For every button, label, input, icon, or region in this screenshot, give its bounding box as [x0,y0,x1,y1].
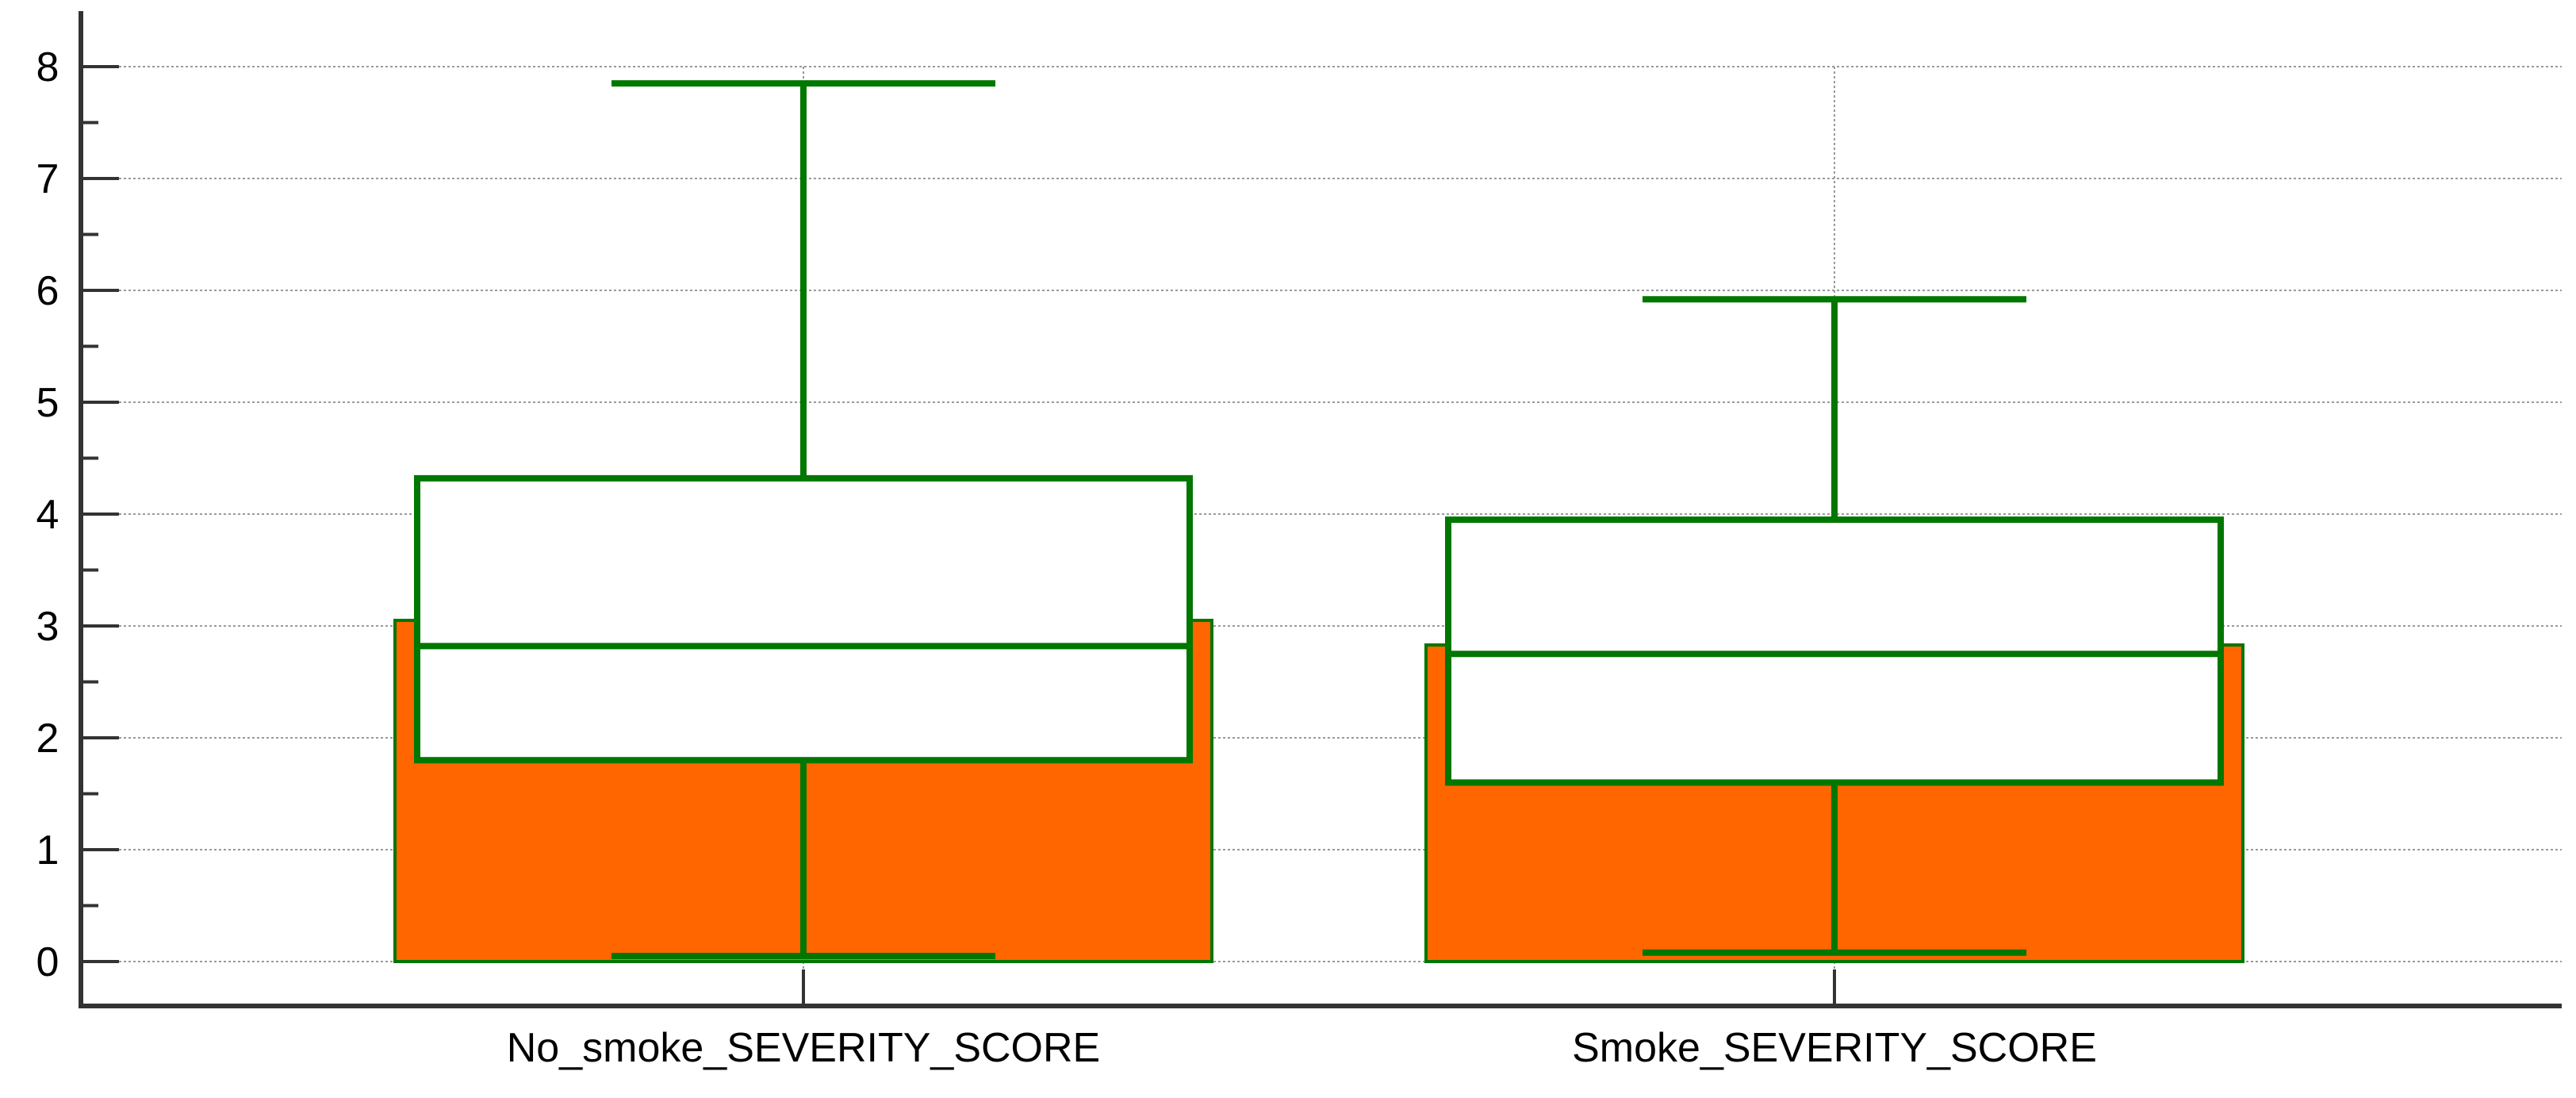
y-tick-label: 5 [36,380,59,426]
y-tick-label: 8 [36,44,59,90]
x-axis-labels: No_smoke_SEVERITY_SCORE Smoke_SEVERITY_SC… [507,969,2097,1071]
y-tick-label: 7 [36,156,59,202]
x-category-label: No_smoke_SEVERITY_SCORE [507,1025,1101,1071]
y-tick-label: 0 [36,939,59,985]
y-axis-ticks: 0 1 2 3 4 5 6 7 8 [36,44,119,985]
y-tick-label: 3 [36,604,59,650]
y-tick-label: 2 [36,716,59,762]
x-category-label: Smoke_SEVERITY_SCORE [1572,1025,2097,1071]
y-tick-label: 1 [36,827,59,873]
y-tick-label: 6 [36,268,59,314]
y-tick-label: 4 [36,492,59,538]
box-plots [414,80,2224,959]
iqr-box [414,474,1193,764]
